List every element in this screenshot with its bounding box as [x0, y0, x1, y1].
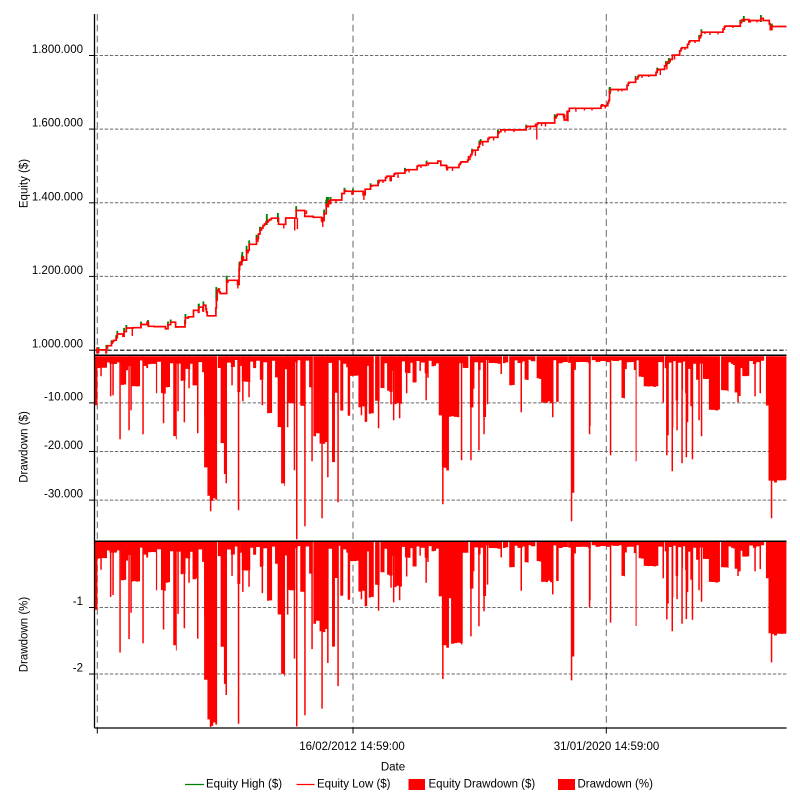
svg-text:1.600.000: 1.600.000 [32, 118, 83, 130]
svg-text:Equity High ($): Equity High ($) [206, 779, 282, 791]
svg-text:1.400.000: 1.400.000 [32, 191, 83, 203]
svg-text:Drawdown (%): Drawdown (%) [19, 597, 31, 673]
svg-text:Equity Drawdown ($): Equity Drawdown ($) [429, 779, 536, 791]
svg-text:31/01/2020 14:59:00: 31/01/2020 14:59:00 [554, 741, 660, 753]
svg-text:Equity ($): Equity ($) [19, 159, 31, 208]
svg-text:-1: -1 [73, 596, 83, 608]
svg-text:1.800.000: 1.800.000 [32, 44, 83, 56]
svg-text:16/02/2012 14:59:00: 16/02/2012 14:59:00 [299, 741, 405, 753]
svg-text:Equity Low ($): Equity Low ($) [317, 779, 391, 791]
svg-text:1.200.000: 1.200.000 [32, 265, 83, 277]
svg-text:-30.000: -30.000 [44, 489, 83, 501]
svg-text:-10.000: -10.000 [44, 391, 83, 403]
svg-text:-20.000: -20.000 [44, 440, 83, 452]
svg-text:-2: -2 [73, 663, 83, 675]
svg-text:Date: Date [381, 762, 405, 774]
svg-text:Drawdown ($): Drawdown ($) [19, 411, 31, 483]
svg-text:1.000.000: 1.000.000 [32, 339, 83, 351]
svg-text:Drawdown (%): Drawdown (%) [578, 779, 654, 791]
